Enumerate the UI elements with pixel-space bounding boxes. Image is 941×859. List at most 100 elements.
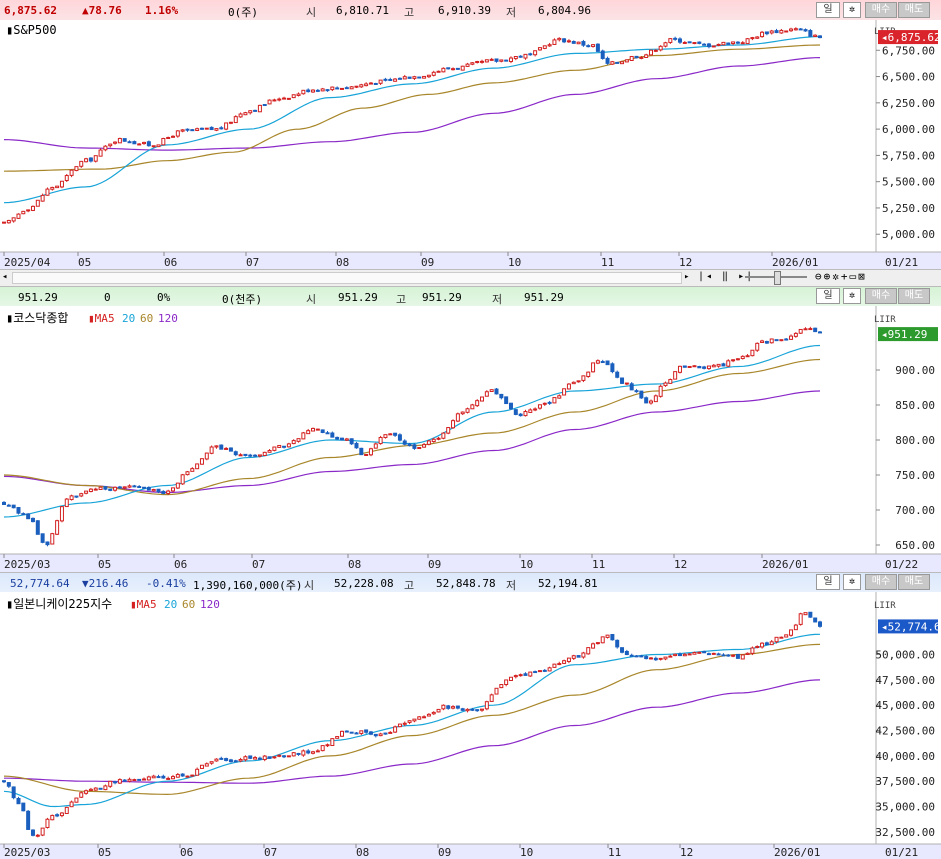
y-tick-label: 6,000.00 bbox=[882, 123, 935, 136]
candle-body bbox=[726, 360, 731, 367]
candle-body bbox=[301, 750, 306, 756]
candle-body bbox=[151, 775, 156, 779]
gear-icon[interactable]: ✲ bbox=[843, 288, 861, 304]
zoom-tools-icon[interactable]: ⊖⊕✲+▭⊠ bbox=[815, 270, 867, 283]
candle-body bbox=[190, 129, 195, 132]
sell-button[interactable]: 매도 bbox=[898, 2, 930, 18]
candle-body bbox=[93, 155, 98, 162]
candle-body bbox=[552, 663, 557, 668]
zoom-slider-thumb[interactable] bbox=[774, 271, 781, 285]
buy-button[interactable]: 매수 bbox=[865, 2, 897, 18]
candle-body bbox=[687, 41, 692, 44]
candle-body bbox=[224, 122, 229, 130]
buy-button[interactable]: 매수 bbox=[865, 288, 897, 304]
candle-body bbox=[755, 342, 760, 351]
current-price-tag bbox=[878, 30, 938, 45]
legend-item-5: 5 bbox=[108, 312, 115, 325]
candle-body bbox=[576, 41, 581, 45]
legend-item-20: 20 bbox=[122, 312, 135, 325]
candle-body bbox=[557, 663, 562, 666]
low-value: 52,194.81 bbox=[538, 577, 598, 590]
candle-body bbox=[161, 137, 166, 146]
period-select[interactable]: 일 bbox=[816, 574, 840, 590]
candle-body bbox=[755, 646, 760, 649]
candle-body bbox=[702, 366, 707, 369]
candle-body bbox=[576, 655, 581, 658]
candle-body bbox=[368, 731, 373, 735]
candle-body bbox=[311, 427, 316, 432]
chart-panel-kosdaq[interactable]: 900.00 850.00 800.00 750.00 700.00 650.00 2025… bbox=[0, 306, 941, 572]
quote-change: ▼216.46 bbox=[82, 577, 129, 590]
chart-panel-nikkei[interactable]: 50,000.00 47,500.00 45,000.00 42,500.00 40,0… bbox=[0, 592, 941, 859]
candle-body bbox=[228, 121, 233, 124]
candle-body bbox=[663, 656, 668, 660]
play-controls[interactable]: |◂ ‖ ▸| bbox=[698, 271, 755, 282]
scroll-track[interactable] bbox=[12, 272, 682, 284]
sell-button[interactable]: 매도 bbox=[898, 288, 930, 304]
gear-icon[interactable]: ✲ bbox=[843, 574, 861, 590]
candle-body bbox=[673, 653, 678, 657]
candle-body bbox=[335, 736, 340, 739]
sell-button[interactable]: 매도 bbox=[898, 574, 930, 590]
candle-body bbox=[55, 520, 60, 535]
scroll-right-arrow[interactable]: ▸ bbox=[684, 272, 690, 282]
ma120-line bbox=[3, 57, 821, 151]
candle-body bbox=[262, 755, 267, 761]
candle-body bbox=[706, 365, 711, 370]
ma60-line bbox=[3, 358, 821, 496]
candle-body bbox=[291, 752, 296, 757]
x-tick-label: 05 bbox=[98, 846, 111, 859]
candle-body bbox=[45, 541, 50, 546]
candle-body bbox=[586, 647, 591, 655]
current-price-label: ◂951.29 bbox=[881, 328, 927, 341]
candle-body bbox=[692, 42, 697, 45]
candle-body bbox=[190, 774, 195, 777]
candle-body bbox=[711, 364, 716, 368]
x-tick-label: 06 bbox=[174, 558, 187, 571]
candle-body bbox=[330, 86, 335, 91]
candle-body bbox=[248, 110, 253, 114]
chart-scrollbar[interactable]: ◂ ▸ |◂ ‖ ▸| ⊖⊕✲+▭⊠ bbox=[0, 269, 941, 287]
candle-body bbox=[484, 701, 489, 710]
gear-icon[interactable]: ✲ bbox=[843, 2, 861, 18]
current-price-tag bbox=[878, 327, 938, 342]
scroll-left-arrow[interactable]: ◂ bbox=[2, 272, 8, 282]
period-select[interactable]: 일 bbox=[816, 2, 840, 18]
candle-body bbox=[566, 383, 571, 390]
buy-button[interactable]: 매수 bbox=[865, 574, 897, 590]
y-tick-label: 6,250.00 bbox=[882, 97, 935, 110]
candle-body bbox=[195, 128, 200, 131]
candle-body bbox=[21, 802, 26, 812]
candle-body bbox=[402, 76, 407, 80]
candle-body bbox=[595, 642, 600, 645]
candle-body bbox=[624, 382, 629, 385]
candle-body bbox=[789, 28, 794, 32]
candle-body bbox=[629, 55, 634, 61]
candle-body bbox=[629, 654, 634, 657]
quote-volume: 1,390,160,000(주) bbox=[193, 579, 303, 592]
candle-body bbox=[291, 440, 296, 445]
candle-body bbox=[740, 42, 745, 45]
candle-body bbox=[344, 438, 349, 441]
candle-body bbox=[195, 463, 200, 470]
candle-body bbox=[542, 402, 547, 405]
candle-body bbox=[306, 750, 311, 754]
candle-body bbox=[103, 486, 108, 490]
candle-body bbox=[436, 70, 441, 73]
candle-body bbox=[591, 362, 596, 373]
candle-body bbox=[789, 629, 794, 636]
candle-body bbox=[441, 67, 446, 73]
candle-body bbox=[634, 55, 639, 59]
candle-body bbox=[199, 764, 204, 769]
candle-body bbox=[26, 810, 31, 830]
period-select[interactable]: 일 bbox=[816, 288, 840, 304]
y-tick-label: 35,000.00 bbox=[875, 801, 935, 814]
candle-body bbox=[518, 674, 523, 677]
chart-title: ▮S&P500 bbox=[6, 23, 57, 37]
candle-body bbox=[45, 188, 50, 196]
candle-body bbox=[209, 761, 214, 764]
chart-panel-sp500[interactable]: 6,750.00 6,500.00 6,250.00 6,000.00 5,750.00… bbox=[0, 20, 941, 269]
candle-body bbox=[774, 636, 779, 643]
candle-body bbox=[6, 782, 11, 787]
candle-body bbox=[451, 68, 456, 71]
